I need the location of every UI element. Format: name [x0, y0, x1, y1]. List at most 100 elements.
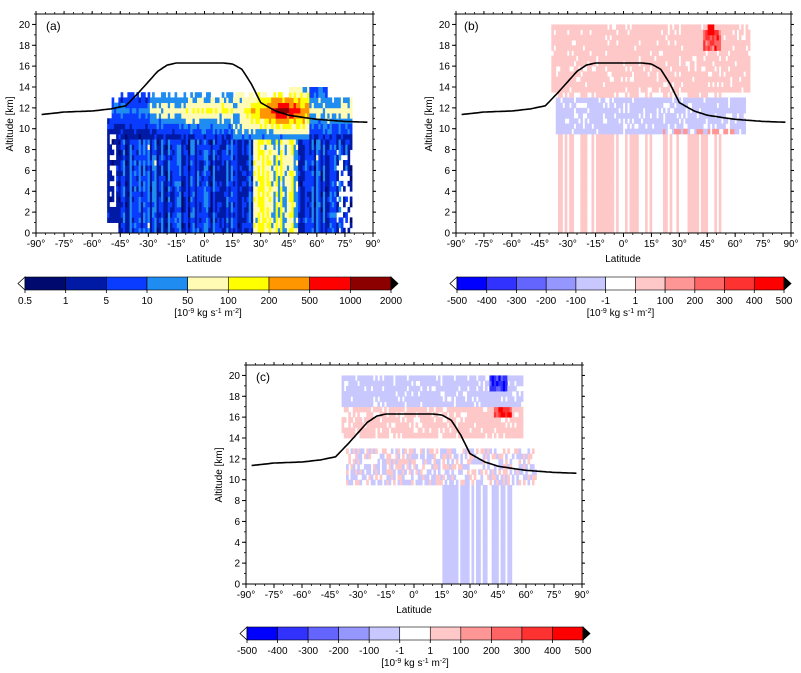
heatmap-cell [212, 186, 216, 192]
heatmap-cell [320, 113, 324, 119]
heatmap-cell [149, 201, 153, 208]
heatmap-cell [640, 71, 644, 77]
heatmap-cell [307, 113, 310, 119]
heatmap-cell [694, 71, 697, 77]
heatmap-cell [660, 97, 664, 104]
heatmap-cell [116, 201, 119, 208]
heatmap-cell [336, 201, 339, 208]
heatmap-cell [257, 186, 261, 192]
heatmap-cell [613, 107, 617, 114]
heatmap-cell [273, 212, 277, 218]
heatmap-cell [107, 180, 110, 187]
heatmap-cell [264, 165, 268, 171]
heatmap-cell [235, 222, 238, 229]
heatmap-cell [264, 118, 268, 124]
heatmap-cell [291, 180, 295, 187]
heatmap-cell [729, 45, 733, 51]
heatmap-cell [201, 154, 205, 161]
heatmap-cell [154, 206, 157, 213]
heatmap-cell [136, 201, 139, 208]
heatmap-cell [199, 212, 202, 218]
heatmap-cell [232, 102, 236, 109]
heatmap-cell [633, 139, 637, 145]
heatmap-cell [140, 170, 144, 177]
heatmap-cell [264, 170, 268, 177]
heatmap-cell [555, 81, 559, 88]
heatmap-cell [689, 66, 693, 72]
heatmap-cell [676, 154, 679, 161]
heatmap-cell [273, 139, 277, 145]
heatmap-cell [293, 118, 297, 124]
heatmap-cell [598, 34, 601, 41]
heatmap-cell [313, 113, 317, 119]
heatmap-cell [262, 92, 265, 98]
heatmap-cell [696, 154, 700, 161]
heatmap-cell [293, 144, 297, 150]
heatmap-cell [669, 92, 673, 98]
heatmap-cell [553, 81, 557, 88]
heatmap-cell [174, 113, 178, 119]
heatmap-cell [649, 118, 653, 124]
heatmap-cell [311, 160, 315, 166]
heatmap-cell [291, 139, 295, 145]
heatmap-cell [262, 175, 265, 182]
heatmap-cell [725, 118, 729, 124]
heatmap-cell [705, 29, 709, 36]
heatmap-cell [203, 160, 207, 166]
heatmap-cell [282, 165, 286, 171]
heatmap-cell [241, 133, 245, 140]
heatmap-cell [694, 217, 697, 223]
heatmap-cell [349, 201, 353, 208]
heatmap-cell [698, 97, 702, 104]
heatmap-cell [145, 206, 148, 213]
heatmap-cell [622, 55, 626, 62]
heatmap-cell [687, 201, 691, 208]
heatmap-cell [674, 81, 677, 88]
heatmap-cell [165, 118, 169, 124]
heatmap-cell [221, 191, 225, 197]
heatmap-cell [609, 227, 612, 233]
heatmap-cell [580, 217, 583, 223]
heatmap-cell [122, 180, 126, 187]
heatmap-cell [638, 128, 642, 135]
heatmap-cell [658, 123, 662, 130]
heatmap-cell [651, 128, 655, 135]
heatmap-cell [714, 212, 717, 218]
heatmap-cell [564, 175, 568, 182]
heatmap-cell [595, 186, 599, 192]
heatmap-cell [152, 113, 155, 119]
heatmap-cell [658, 24, 662, 31]
heatmap-cell [120, 118, 124, 124]
colorbar-swatch [350, 276, 392, 291]
heatmap-cell [633, 222, 637, 229]
heatmap-cell [687, 222, 691, 229]
heatmap-cell [156, 175, 160, 182]
heatmap-cell [118, 212, 122, 218]
heatmap-cell [656, 66, 659, 72]
heatmap-cell [289, 222, 292, 229]
heatmap-cell [669, 118, 673, 124]
heatmap-cell [210, 107, 214, 114]
heatmap-cell [192, 160, 196, 166]
heatmap-cell [230, 102, 234, 109]
heatmap-cell [647, 40, 650, 46]
heatmap-cell [167, 107, 171, 114]
heatmap-cell [284, 175, 288, 182]
heatmap-cell [645, 170, 648, 177]
heatmap-cell [656, 97, 659, 104]
heatmap-cell [318, 206, 321, 213]
heatmap-cell [340, 128, 344, 135]
heatmap-cell [694, 201, 697, 208]
heatmap-cell [636, 45, 639, 51]
heatmap-cell [698, 87, 702, 93]
heatmap-cell [230, 128, 234, 135]
heatmap-cell [140, 217, 144, 223]
heatmap-cell [131, 227, 135, 233]
heatmap-cell [602, 160, 606, 166]
heatmap-cell [199, 165, 202, 171]
heatmap-cell [280, 160, 283, 166]
heatmap-cell [212, 212, 216, 218]
heatmap-cell [275, 144, 279, 150]
heatmap-cell [593, 81, 597, 88]
heatmap-cell [649, 133, 653, 140]
